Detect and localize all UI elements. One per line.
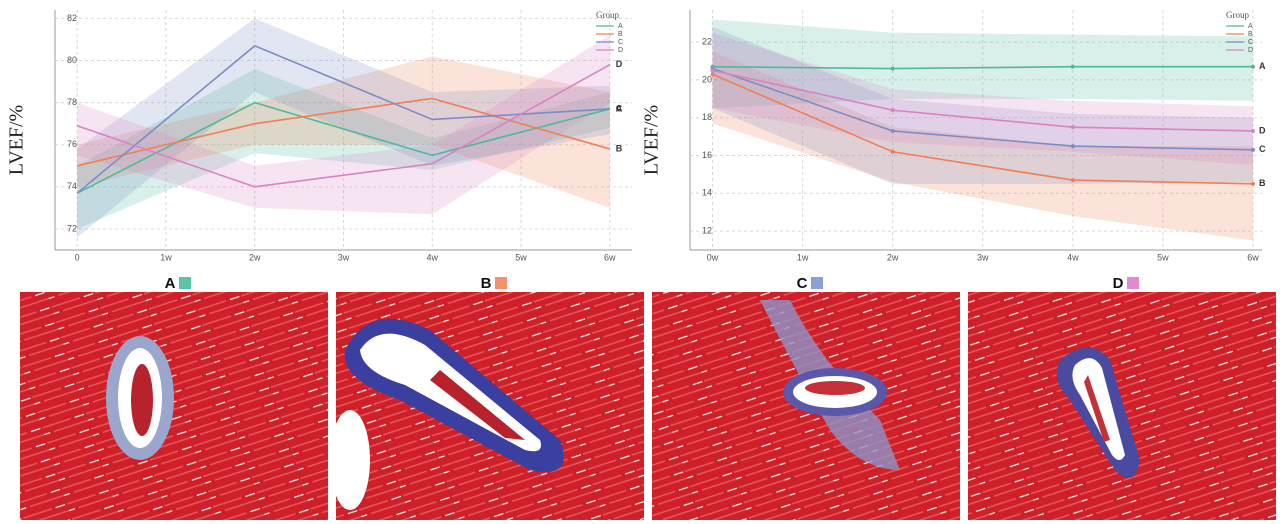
series-line bbox=[76, 64, 611, 188]
vessel-blood bbox=[131, 364, 153, 436]
point bbox=[1070, 178, 1075, 183]
y-tick-label: 12 bbox=[702, 225, 712, 235]
vessel-blood bbox=[1084, 375, 1110, 442]
space bbox=[330, 410, 370, 510]
end-label: C bbox=[616, 103, 623, 113]
y-tick-label: 78 bbox=[67, 97, 77, 107]
histology-b bbox=[330, 292, 644, 520]
confidence-band bbox=[77, 35, 610, 215]
end-label: B bbox=[1259, 178, 1266, 188]
confidence-band bbox=[712, 19, 1253, 109]
y-tick-label: 72 bbox=[67, 223, 77, 233]
panel-label: C bbox=[797, 275, 808, 292]
confidence-band bbox=[712, 27, 1253, 184]
y-tick-label: 80 bbox=[67, 55, 77, 65]
point bbox=[890, 108, 895, 113]
x-tick-label: 4w bbox=[1067, 252, 1079, 262]
series-line bbox=[77, 97, 611, 167]
end-label: B bbox=[616, 143, 623, 153]
panel-label: B bbox=[481, 275, 492, 292]
confidence-band bbox=[77, 18, 610, 238]
panel-swatch bbox=[179, 277, 191, 289]
x-tick-label: 5w bbox=[1157, 252, 1169, 262]
panel-swatch bbox=[811, 277, 823, 289]
legend-label: C bbox=[1248, 39, 1253, 46]
confidence-band bbox=[77, 56, 610, 208]
legend-label: A bbox=[1248, 23, 1253, 30]
x-tick-label: 1w bbox=[797, 252, 809, 262]
legend-label: A bbox=[618, 23, 623, 30]
point bbox=[890, 149, 895, 154]
x-tick-label: 4w bbox=[427, 252, 439, 262]
legend-label: B bbox=[1248, 31, 1253, 38]
histology-c bbox=[652, 292, 960, 520]
point bbox=[1250, 128, 1255, 133]
point bbox=[1250, 64, 1255, 69]
vessel-blood bbox=[430, 370, 525, 440]
y-tick-label: 22 bbox=[702, 37, 712, 47]
point bbox=[1250, 147, 1255, 152]
x-tick-label: 5w bbox=[515, 252, 527, 262]
y-tick-label: 74 bbox=[67, 181, 77, 191]
y-axis-label: LVEF/% bbox=[641, 105, 663, 175]
end-label: D bbox=[1259, 125, 1266, 135]
series-line bbox=[712, 65, 1253, 70]
y-tick-label: 76 bbox=[67, 139, 77, 149]
legend-label: D bbox=[1248, 47, 1253, 54]
end-label: A bbox=[616, 103, 623, 113]
series-line bbox=[712, 73, 1254, 185]
point bbox=[1070, 144, 1075, 149]
vessel-blood bbox=[805, 381, 865, 395]
end-label: D bbox=[616, 59, 623, 69]
histology-a bbox=[20, 292, 328, 520]
legend-title: Group bbox=[596, 10, 619, 20]
y-tick-label: 18 bbox=[702, 112, 712, 122]
series-line bbox=[712, 69, 1254, 132]
x-tick-label: 0w bbox=[707, 252, 719, 262]
point bbox=[1070, 64, 1075, 69]
x-tick-label: 6w bbox=[604, 252, 616, 262]
point bbox=[890, 66, 895, 71]
confidence-band bbox=[77, 68, 610, 229]
line-chart: 0w 1w 2w 3w 4w 5w 6w121416182022LVEF/%ABCDGrou… bbox=[641, 10, 1266, 262]
end-label: A bbox=[1259, 61, 1266, 71]
x-tick-label: 2w bbox=[887, 252, 899, 262]
point bbox=[1070, 125, 1075, 130]
x-tick-label: 2w bbox=[249, 252, 261, 262]
panel-swatch bbox=[495, 277, 507, 289]
legend-label: D bbox=[618, 47, 623, 54]
point bbox=[1250, 181, 1255, 186]
legend-title: Group bbox=[1226, 10, 1249, 20]
legend-label: C bbox=[618, 39, 623, 46]
y-tick-label: 20 bbox=[702, 74, 712, 84]
x-tick-label: 0 bbox=[75, 252, 80, 262]
x-tick-label: 6w bbox=[1247, 252, 1259, 262]
x-tick-label: 3w bbox=[977, 252, 989, 262]
y-axis-label: LVEF/% bbox=[6, 105, 28, 175]
panel-swatch bbox=[1127, 277, 1139, 289]
series-line bbox=[712, 67, 1254, 151]
tissue bbox=[20, 292, 328, 520]
y-tick-label: 16 bbox=[702, 150, 712, 160]
series-line bbox=[76, 101, 611, 194]
y-tick-label: 82 bbox=[67, 13, 77, 23]
end-label: C bbox=[1259, 144, 1266, 154]
histology-d bbox=[968, 292, 1276, 520]
point bbox=[710, 72, 715, 77]
x-tick-label: 3w bbox=[338, 252, 350, 262]
y-tick-label: 14 bbox=[702, 188, 712, 198]
x-tick-label: 1w bbox=[160, 252, 172, 262]
legend-label: B bbox=[618, 31, 623, 38]
point bbox=[890, 128, 895, 133]
point bbox=[710, 68, 715, 73]
panel-label: D bbox=[1113, 275, 1124, 292]
confidence-band bbox=[712, 51, 1253, 241]
panel-label: A bbox=[165, 275, 176, 292]
